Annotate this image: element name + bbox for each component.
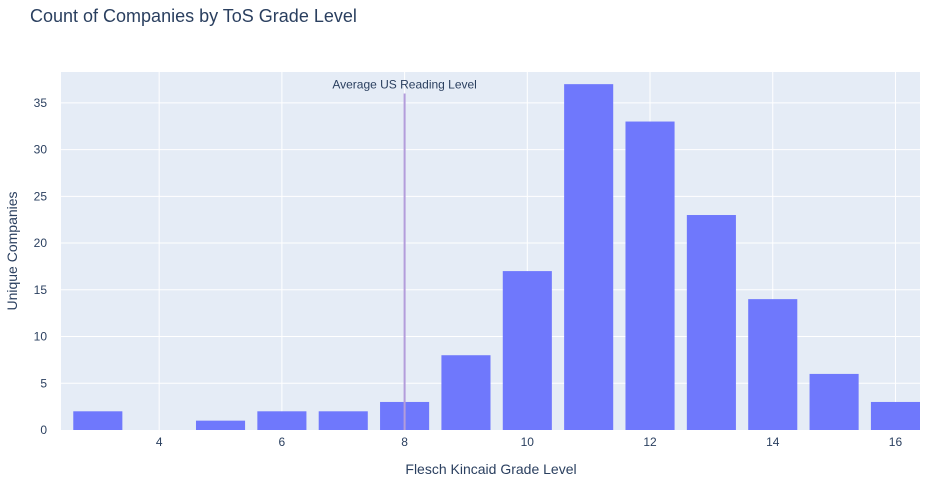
bars (73, 84, 920, 431)
x-tick-label: 10 (521, 435, 535, 449)
y-axis-ticks: 0 5 10 15 20 25 30 35 (34, 96, 48, 437)
y-tick-label: 25 (34, 189, 48, 203)
y-axis-title: Unique Companies (4, 191, 20, 310)
y-tick-label: 20 (34, 236, 48, 250)
x-tick-label: 6 (279, 435, 286, 449)
x-axis-title: Flesch Kincaid Grade Level (405, 461, 576, 477)
bar-grade-12 (625, 121, 675, 430)
y-tick-label: 15 (34, 283, 48, 297)
bar-grade-11 (564, 84, 614, 431)
average-reading-level-label: Average US Reading Level (332, 77, 477, 91)
bar-grade-10 (502, 271, 552, 430)
chart-title: Count of Companies by ToS Grade Level (30, 6, 357, 26)
x-tick-label: 12 (643, 435, 657, 449)
bar-grade-6 (257, 411, 307, 430)
bar-grade-3 (73, 411, 123, 430)
y-tick-label: 5 (40, 376, 47, 390)
y-tick-label: 0 (40, 423, 47, 437)
x-tick-label: 4 (156, 435, 163, 449)
y-tick-label: 10 (34, 330, 48, 344)
bar-grade-9 (441, 355, 491, 430)
bar-grade-5 (195, 420, 246, 430)
bar-grade-13 (686, 215, 736, 430)
bar-grade-14 (748, 299, 798, 430)
y-tick-label: 30 (34, 143, 48, 157)
x-tick-label: 16 (889, 435, 903, 449)
bar-grade-15 (809, 373, 859, 430)
bar-grade-7 (318, 411, 368, 430)
x-axis-ticks: 4 6 8 10 12 14 16 (156, 435, 903, 449)
x-tick-label: 8 (401, 435, 408, 449)
y-tick-label: 35 (34, 96, 48, 110)
x-tick-label: 14 (766, 435, 780, 449)
bar-grade-16 (870, 401, 920, 430)
annotation: Average US Reading Level (332, 77, 477, 430)
